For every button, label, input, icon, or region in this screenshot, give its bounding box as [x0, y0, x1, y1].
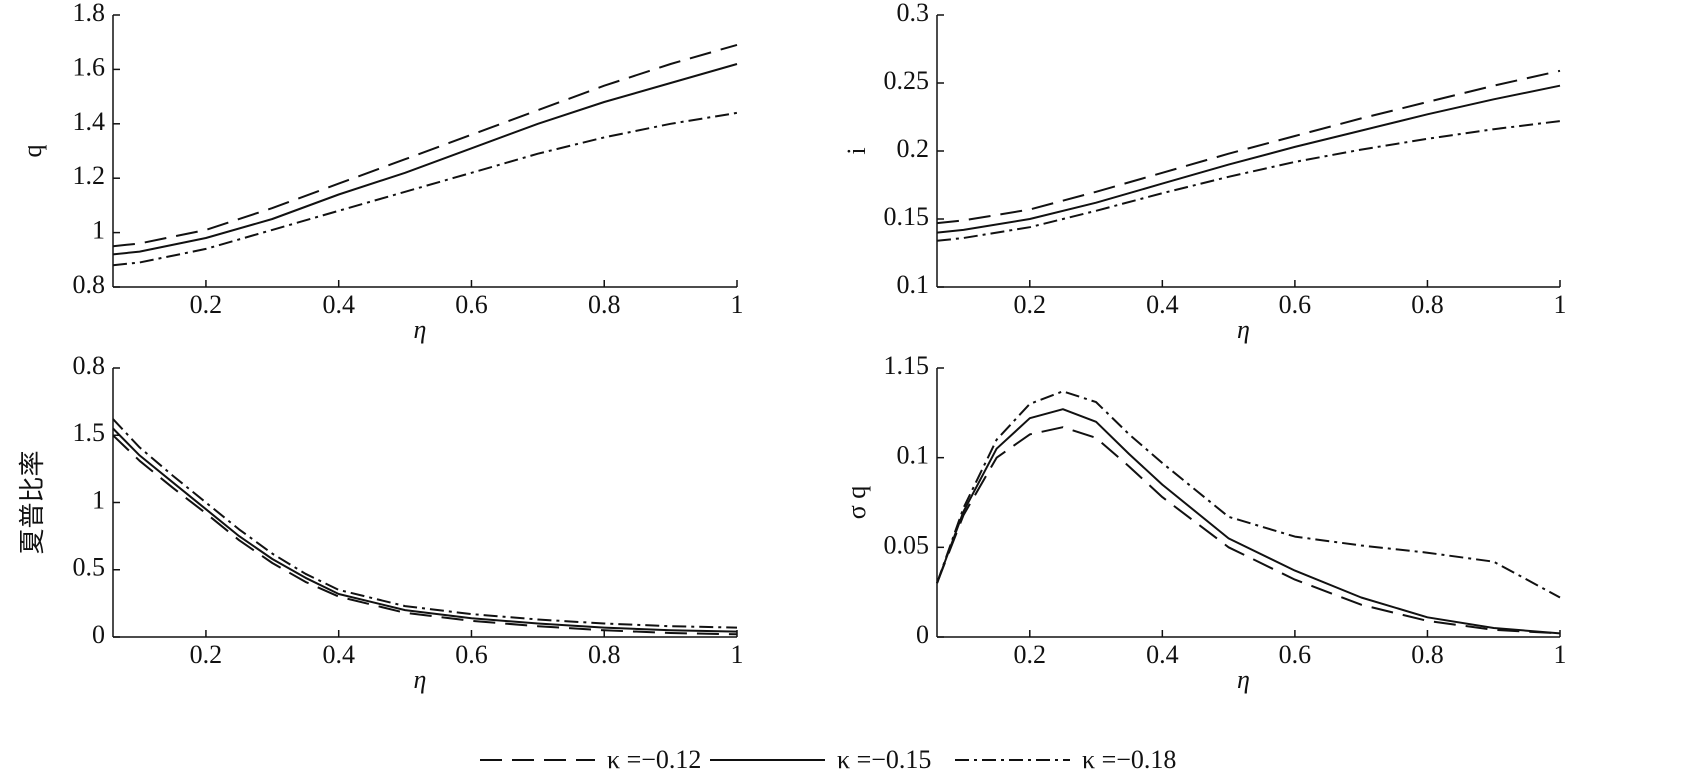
- series-line: [112, 63, 738, 256]
- y-tick-label: 0.15: [884, 202, 930, 231]
- x-tick-label: 0.4: [322, 290, 355, 319]
- y-tick-label: 0.2: [897, 134, 930, 163]
- y-tick-label: 0.1: [897, 270, 930, 299]
- series-line: [936, 120, 1561, 242]
- x-axis-label: η: [1237, 315, 1250, 344]
- y-tick-label: 0.25: [884, 66, 930, 95]
- x-tick-label: 0.2: [190, 640, 223, 669]
- y-axis-label: i: [842, 147, 871, 154]
- y-axis-label: σ q: [842, 486, 871, 520]
- series-line: [936, 69, 1561, 225]
- x-tick-label: 0.8: [588, 640, 621, 669]
- x-axis-label: η: [414, 315, 427, 344]
- y-tick-label: 1.2: [73, 161, 106, 190]
- series-line: [112, 43, 738, 248]
- y-tick-label: 1: [92, 485, 105, 514]
- y-axis-label: 夏普比率: [18, 450, 47, 554]
- x-tick-label: 1: [1554, 290, 1567, 319]
- y-tick-label: 0.8: [73, 351, 106, 380]
- series-line: [936, 426, 1561, 635]
- x-tick-label: 0.2: [1014, 640, 1047, 669]
- x-tick-label: 0.6: [455, 290, 488, 319]
- y-tick-label: 0.05: [884, 530, 930, 559]
- x-axis-label: η: [414, 665, 427, 694]
- x-tick-label: 0.2: [1014, 290, 1047, 319]
- series-line: [112, 111, 738, 267]
- x-tick-label: 0.8: [1411, 640, 1444, 669]
- series-line: [112, 434, 738, 636]
- y-axis-label: q: [18, 145, 47, 158]
- series-line: [936, 390, 1561, 599]
- y-tick-label: 1: [92, 216, 105, 245]
- x-tick-label: 0.6: [1279, 290, 1312, 319]
- x-tick-label: 0.4: [1146, 290, 1179, 319]
- x-axis-label: η: [1237, 665, 1250, 694]
- y-tick-label: 0.3: [897, 0, 930, 27]
- x-tick-label: 1: [731, 290, 744, 319]
- y-tick-label: 1.4: [73, 107, 106, 136]
- series-line: [112, 418, 738, 629]
- x-tick-label: 0.6: [455, 640, 488, 669]
- x-tick-label: 0.8: [1411, 290, 1444, 319]
- y-tick-label: 1.15: [884, 351, 930, 380]
- y-tick-label: 1.6: [73, 52, 106, 81]
- legend-label: κ =−0.12: [607, 745, 701, 774]
- y-tick-label: 0.1: [897, 441, 930, 470]
- x-tick-label: 0.2: [190, 290, 223, 319]
- y-tick-label: 1.8: [73, 0, 106, 27]
- legend-label: κ =−0.18: [1082, 745, 1176, 774]
- x-tick-label: 1: [1554, 640, 1567, 669]
- x-tick-label: 0.4: [322, 640, 355, 669]
- x-tick-label: 0.8: [588, 290, 621, 319]
- y-tick-label: 1.5: [73, 418, 106, 447]
- series-line: [936, 84, 1561, 234]
- x-tick-label: 1: [731, 640, 744, 669]
- y-tick-label: 0.5: [73, 553, 106, 582]
- x-tick-label: 0.6: [1279, 640, 1312, 669]
- series-line: [936, 408, 1561, 635]
- y-tick-label: 0: [92, 620, 105, 649]
- y-tick-label: 0: [916, 620, 929, 649]
- y-tick-label: 0.8: [73, 270, 106, 299]
- legend-label: κ =−0.15: [837, 745, 931, 774]
- x-tick-label: 0.4: [1146, 640, 1179, 669]
- series-line: [112, 427, 738, 633]
